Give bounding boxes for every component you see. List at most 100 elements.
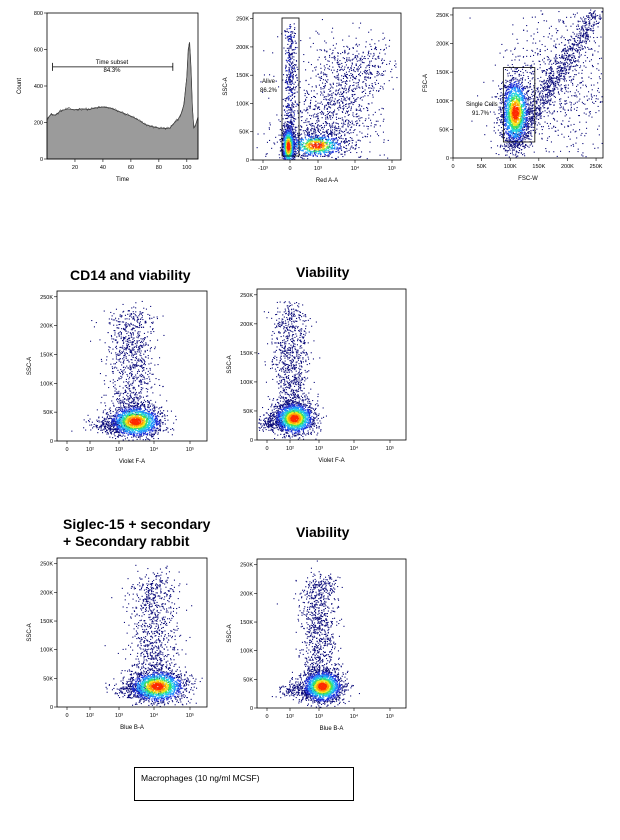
event-dot — [551, 74, 553, 76]
event-dot — [493, 126, 495, 128]
event-dot — [278, 119, 280, 121]
event-dot — [294, 68, 296, 70]
event-dot — [595, 95, 597, 97]
event-dot — [292, 134, 294, 136]
event-dot — [358, 53, 360, 55]
event-dot — [349, 80, 351, 82]
event-dot — [516, 151, 518, 153]
event-dot — [378, 73, 380, 75]
event-dot — [322, 143, 324, 145]
event-dot — [268, 127, 270, 129]
event-dot — [535, 42, 537, 44]
event-dot — [580, 29, 582, 31]
event-dot — [563, 66, 565, 68]
event-dot — [597, 147, 599, 149]
event-dot — [288, 50, 290, 52]
event-dot — [516, 133, 518, 135]
event-dot — [503, 134, 505, 136]
event-dot — [582, 62, 584, 64]
event-dot — [285, 137, 287, 139]
event-dot — [574, 41, 576, 43]
event-dot — [345, 129, 347, 131]
event-dot — [548, 80, 550, 82]
event-dot — [274, 143, 276, 145]
event-dot — [581, 72, 583, 74]
event-dot — [319, 129, 321, 131]
event-dot — [588, 29, 590, 31]
event-dot — [321, 126, 323, 128]
event-dot — [366, 65, 368, 67]
event-dot — [355, 114, 357, 116]
event-dot — [316, 126, 318, 128]
event-dot — [549, 73, 551, 75]
event-dot — [548, 79, 550, 81]
event-dot — [383, 48, 385, 50]
event-dot — [382, 88, 384, 90]
event-dot — [321, 149, 323, 151]
event-dot — [364, 58, 366, 60]
event-dot — [477, 95, 479, 97]
event-dot — [347, 53, 349, 55]
event-dot — [356, 58, 358, 60]
y-tick-label: 600 — [34, 48, 43, 54]
event-dot — [382, 32, 384, 34]
event-dot — [326, 122, 328, 124]
event-dot — [257, 133, 259, 135]
event-dot — [312, 128, 314, 130]
event-dot — [565, 90, 567, 92]
event-dot — [591, 96, 593, 98]
event-dot — [530, 110, 532, 112]
event-dot — [333, 111, 335, 113]
event-dot — [566, 146, 568, 148]
event-dot — [307, 109, 309, 111]
event-dot — [337, 73, 339, 75]
event-dot — [334, 127, 336, 129]
event-dot — [291, 146, 293, 148]
event-dot — [362, 81, 364, 83]
event-dot — [345, 88, 347, 90]
event-dot — [501, 43, 503, 45]
event-dot — [560, 84, 562, 86]
event-dot — [318, 130, 320, 132]
event-dot — [493, 130, 495, 132]
event-dot — [287, 95, 289, 97]
event-dot — [326, 143, 328, 145]
event-dot — [339, 132, 341, 134]
event-dot — [531, 112, 533, 114]
event-dot — [549, 104, 551, 106]
event-dot — [344, 51, 346, 53]
event-dot — [287, 131, 289, 133]
event-dot — [282, 150, 284, 152]
event-dot — [571, 62, 573, 64]
event-dot — [585, 31, 587, 33]
event-dot — [340, 84, 342, 86]
event-dot — [307, 134, 309, 136]
event-dot — [351, 102, 353, 104]
event-dot — [324, 154, 326, 156]
event-dot — [591, 98, 593, 100]
event-dot — [293, 36, 295, 38]
event-dot — [316, 121, 318, 123]
event-dot — [542, 93, 544, 95]
event-dot — [329, 102, 331, 104]
event-dot — [338, 82, 340, 84]
event-dot — [561, 68, 563, 70]
event-dot — [531, 95, 533, 97]
event-dot — [354, 144, 356, 146]
event-dot — [316, 147, 318, 149]
y-axis-label: SSC-A — [223, 77, 229, 95]
event-dot — [556, 72, 558, 74]
event-dot — [284, 128, 286, 130]
event-dot — [348, 87, 350, 89]
event-dot — [335, 116, 337, 118]
event-dot — [315, 139, 317, 141]
event-dot — [316, 151, 318, 153]
event-dot — [321, 117, 323, 119]
event-dot — [564, 115, 566, 117]
event-dot — [337, 100, 339, 102]
event-dot — [383, 83, 385, 85]
event-dot — [288, 73, 290, 75]
event-dot — [355, 77, 357, 79]
event-dot — [378, 135, 380, 137]
event-dot — [363, 125, 365, 127]
